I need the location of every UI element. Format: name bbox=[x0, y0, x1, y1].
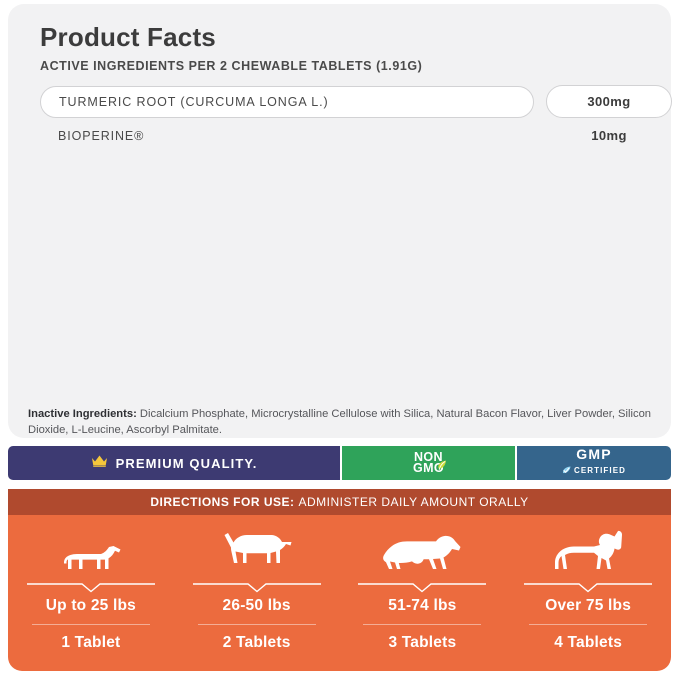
badge-nongmo-line1: NON bbox=[414, 449, 443, 464]
crown-icon bbox=[91, 454, 108, 472]
ingredient-amount: 300mg bbox=[546, 85, 672, 118]
notch-divider bbox=[358, 583, 487, 593]
notch-divider bbox=[26, 583, 155, 593]
certification-badges: PREMIUM QUALITY. NON GMO GMP bbox=[8, 446, 671, 480]
leaf-icon bbox=[437, 460, 447, 476]
badge-non-gmo: NON GMO bbox=[342, 446, 515, 480]
page-title: Product Facts bbox=[40, 22, 216, 52]
check-leaf-icon bbox=[562, 463, 571, 479]
badge-premium-quality: PREMIUM QUALITY. bbox=[8, 446, 340, 480]
notch-divider bbox=[524, 583, 653, 593]
directions-label: DIRECTIONS FOR USE: bbox=[150, 495, 295, 509]
notch-divider bbox=[192, 583, 321, 593]
dosage-tablets: 2 Tablets bbox=[222, 634, 291, 651]
divider bbox=[529, 624, 648, 625]
retriever-dog-icon bbox=[377, 525, 467, 577]
inactive-ingredients-label: Inactive Ingredients: bbox=[28, 408, 137, 420]
facts-subtitle: ACTIVE INGREDIENTS PER 2 CHEWABLE TABLET… bbox=[40, 59, 423, 73]
badge-nongmo-line2: GMO bbox=[412, 461, 445, 475]
directions-text: ADMINISTER DAILY AMOUNT ORALLY bbox=[298, 495, 529, 509]
boxer-dog-icon bbox=[544, 525, 632, 577]
inactive-ingredients: Inactive Ingredients: Dicalcium Phosphat… bbox=[28, 406, 657, 438]
dosage-tablets: 4 Tablets bbox=[554, 634, 623, 651]
badge-gmp-line1: GMP bbox=[576, 446, 612, 462]
dachshund-dog-icon bbox=[55, 525, 127, 577]
badge-gmp-certified: GMP CERTIFIED bbox=[517, 446, 671, 480]
dosage-tablets: 1 Tablet bbox=[61, 634, 121, 651]
divider bbox=[31, 624, 150, 625]
dosage-column: 51-74 lbs 3 Tablets bbox=[340, 515, 506, 671]
dosage-weight: Over 75 lbs bbox=[545, 597, 632, 614]
badge-gmp-line2: CERTIFIED bbox=[573, 466, 627, 475]
dosage-weight: 51-74 lbs bbox=[388, 597, 457, 614]
dosage-weight: Up to 25 lbs bbox=[45, 597, 136, 614]
ingredient-name: BIOPERINE® bbox=[58, 128, 145, 143]
product-facts-panel: Product Facts ACTIVE INGREDIENTS PER 2 C… bbox=[8, 4, 672, 438]
ingredient-amount: 10mg bbox=[591, 128, 627, 143]
medium-dog-icon bbox=[219, 525, 295, 577]
dosage-column: Over 75 lbs 4 Tablets bbox=[505, 515, 671, 671]
ingredient-name: TURMERIC ROOT (CURCUMA LONGA L.) bbox=[40, 85, 534, 118]
dosage-weight: 26-50 lbs bbox=[222, 597, 291, 614]
dosage-chart: Up to 25 lbs 1 Tablet 26-50 lbs 2 Tablet… bbox=[8, 515, 671, 671]
ingredient-row: BIOPERINE® 10mg bbox=[40, 120, 651, 151]
dosage-column: Up to 25 lbs 1 Tablet bbox=[8, 515, 174, 671]
inactive-ingredients-text: Dicalcium Phosphate, Microcrystalline Ce… bbox=[28, 408, 652, 437]
directions-bar: DIRECTIONS FOR USE: ADMINISTER DAILY AMO… bbox=[8, 489, 671, 515]
divider bbox=[197, 624, 316, 625]
dosage-tablets: 3 Tablets bbox=[388, 634, 457, 651]
divider bbox=[363, 624, 482, 625]
badge-premium-label: PREMIUM QUALITY. bbox=[115, 455, 258, 471]
dosage-column: 26-50 lbs 2 Tablets bbox=[174, 515, 340, 671]
ingredient-row: TURMERIC ROOT (CURCUMA LONGA L.) 300mg bbox=[40, 85, 672, 118]
